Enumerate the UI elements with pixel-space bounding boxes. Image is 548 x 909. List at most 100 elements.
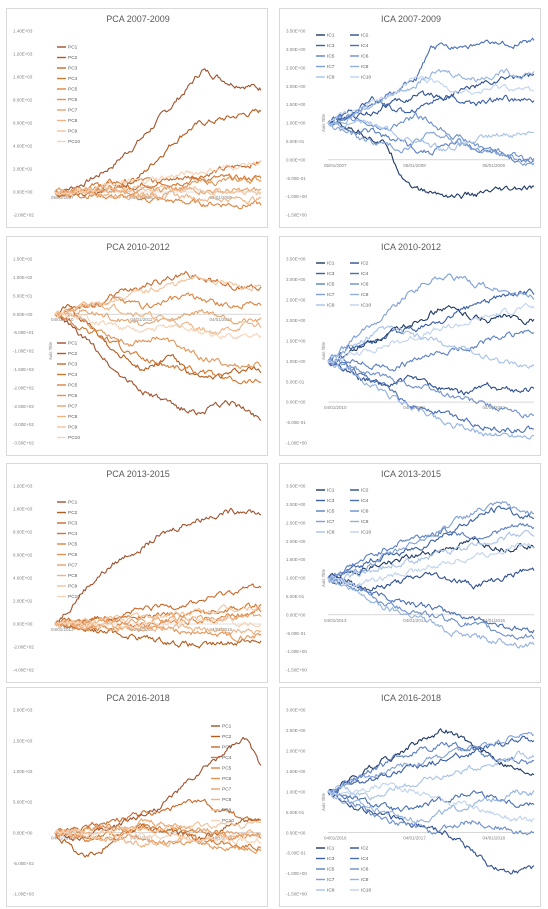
series-line-IC7 <box>327 731 535 793</box>
series-line-IC4 <box>327 37 535 124</box>
legend-label: PC9 <box>68 584 78 590</box>
chart-svg: ICA 2010-2012 3.50E+00 3.00E+00 2.50E+00 2.0… <box>286 242 535 446</box>
series-line-IC2 <box>327 360 535 396</box>
legend-label: IC10 <box>361 303 371 309</box>
y-tick-label: 0.00E+00 <box>286 612 306 617</box>
y-tick-label: 1.40E+03 <box>13 29 33 34</box>
legend-label: IC8 <box>361 64 369 70</box>
y-tick-label: 0.00E+00 <box>13 312 33 317</box>
legend-label: IC5 <box>327 282 335 288</box>
series-line-IC5 <box>327 522 535 580</box>
y-tick-label: 1.50E+00 <box>286 769 306 774</box>
chart-svg: ICA 2016-2018 3.00E+00 2.50E+00 2.00E+00 1.5… <box>286 693 535 897</box>
series-line-IC10 <box>327 782 535 823</box>
legend-label: PC8 <box>68 118 78 124</box>
x-tick-label: 04/01/2017 <box>403 836 426 841</box>
legend-label: PC3 <box>68 66 78 72</box>
x-tick-label: 04/01/2010 <box>51 317 74 322</box>
series-line-IC4 <box>327 360 535 434</box>
y-tick-label: -1.00E+02 <box>13 349 34 354</box>
legend-label: PC4 <box>68 76 78 82</box>
legend-label: IC4 <box>361 271 369 277</box>
series-line-PC9 <box>55 604 262 627</box>
y-tick-label: 2.00E+02 <box>13 599 33 604</box>
y-tick-label: 0.00E+00 <box>13 190 33 195</box>
chart-title: PCA 2016-2018 <box>106 693 170 703</box>
y-tick-label: 5.00E-01 <box>286 379 305 384</box>
series-line-IC1 <box>327 120 535 199</box>
legend-label: IC8 <box>361 877 369 883</box>
y-tick-label: -5.00E+01 <box>13 330 34 335</box>
legend-label: PC3 <box>68 362 78 368</box>
series-line-IC3 <box>327 505 535 582</box>
y-tick-label: 1.50E+00 <box>286 338 306 343</box>
legend-label: PC5 <box>68 87 78 93</box>
legend-label: PC7 <box>68 404 78 410</box>
legend-label: PC7 <box>68 563 78 569</box>
chart-title: PCA 2007-2009 <box>106 14 170 24</box>
series-line-PC10 <box>54 615 262 630</box>
legend-label: PC1 <box>68 341 78 347</box>
legend-label: IC8 <box>361 292 369 298</box>
legend-label: PC4 <box>222 755 232 761</box>
y-tick-label: -2.00E+02 <box>13 385 34 390</box>
y-axis-title: Axis Title <box>48 342 53 361</box>
series-line-PC9 <box>54 275 262 315</box>
chart-panel-1: PCA 2007-2009 1.40E+03 1.20E+03 1.00E+03 8.0… <box>6 8 268 228</box>
legend-label: PC5 <box>68 542 78 548</box>
series-line-IC9 <box>327 529 535 582</box>
series-line-PC1 <box>54 507 262 625</box>
y-tick-label: 2.00E+03 <box>13 708 33 713</box>
series-line-IC6 <box>327 359 535 419</box>
y-axis-title: Axis Title <box>321 114 326 133</box>
legend-label: IC6 <box>361 54 369 60</box>
series-line-IC8 <box>327 577 535 649</box>
legend-label: IC10 <box>361 530 371 536</box>
series-line-IC5 <box>327 329 535 372</box>
y-tick-label: 0.00E+00 <box>286 830 306 835</box>
chart-panel-6: ICA 2013-2015 3.50E+00 3.00E+00 2.50E+00 2.0… <box>279 463 541 683</box>
legend-label: IC7 <box>327 519 335 525</box>
legend-label: IC4 <box>361 43 369 49</box>
chart-title: ICA 2013-2015 <box>381 469 441 479</box>
legend-label: PC10 <box>68 594 80 600</box>
y-tick-label: 1.00E+00 <box>286 576 306 581</box>
legend-label: PC8 <box>222 797 232 803</box>
x-tick-label: 04/01/2016 <box>324 836 347 841</box>
chart-panel-4: ICA 2010-2012 3.50E+00 3.00E+00 2.50E+00 2.0… <box>279 236 541 456</box>
y-tick-label: 3.50E+00 <box>286 257 306 262</box>
legend-label: PC10 <box>68 139 80 145</box>
y-tick-label: 3.00E+00 <box>286 277 306 282</box>
chart-panel-5: PCA 2013-2015 1.20E+03 1.00E+03 8.00E+02 6.0… <box>6 463 268 683</box>
series-line-IC9 <box>327 119 535 152</box>
legend-label: PC4 <box>68 372 78 378</box>
legend-label: PC6 <box>68 97 78 103</box>
y-tick-label: 3.50E+00 <box>286 29 306 34</box>
legend-label: PC4 <box>68 531 78 537</box>
y-tick-label: -2.00E+02 <box>13 213 34 218</box>
y-tick-label: 2.50E+00 <box>286 297 306 302</box>
y-tick-label: 4.00E+02 <box>13 576 33 581</box>
x-tick-label: 04/01/2016 <box>51 836 74 841</box>
series-line-IC1 <box>327 537 535 579</box>
legend-label: IC5 <box>327 54 335 60</box>
x-tick-label: 04/01/2014 <box>403 618 426 623</box>
series-line-PC3 <box>54 798 262 834</box>
series-line-IC1 <box>327 728 535 793</box>
legend-label: IC7 <box>327 292 335 298</box>
y-tick-label: 2.50E+00 <box>286 728 306 733</box>
x-tick-label: 04/01/2013 <box>51 627 74 632</box>
series-line-PC9 <box>54 185 262 196</box>
legend-label: IC3 <box>327 856 335 862</box>
legend-label: IC1 <box>327 261 335 267</box>
legend-label: IC9 <box>327 530 335 536</box>
y-tick-label: 1.00E+03 <box>13 75 33 80</box>
y-tick-label: -5.00E-01 <box>286 851 306 856</box>
x-tick-label: 05/01/2007 <box>324 163 347 168</box>
y-tick-label: 1.50E+00 <box>286 102 306 107</box>
legend-label: IC10 <box>361 75 371 81</box>
chart-svg: ICA 2007-2009 3.50E+00 3.00E+00 2.50E+00 2.0… <box>286 14 535 218</box>
legend-label: PC10 <box>68 435 80 441</box>
y-tick-label: -5.00E-01 <box>286 420 306 425</box>
series-line-IC2 <box>327 567 535 592</box>
